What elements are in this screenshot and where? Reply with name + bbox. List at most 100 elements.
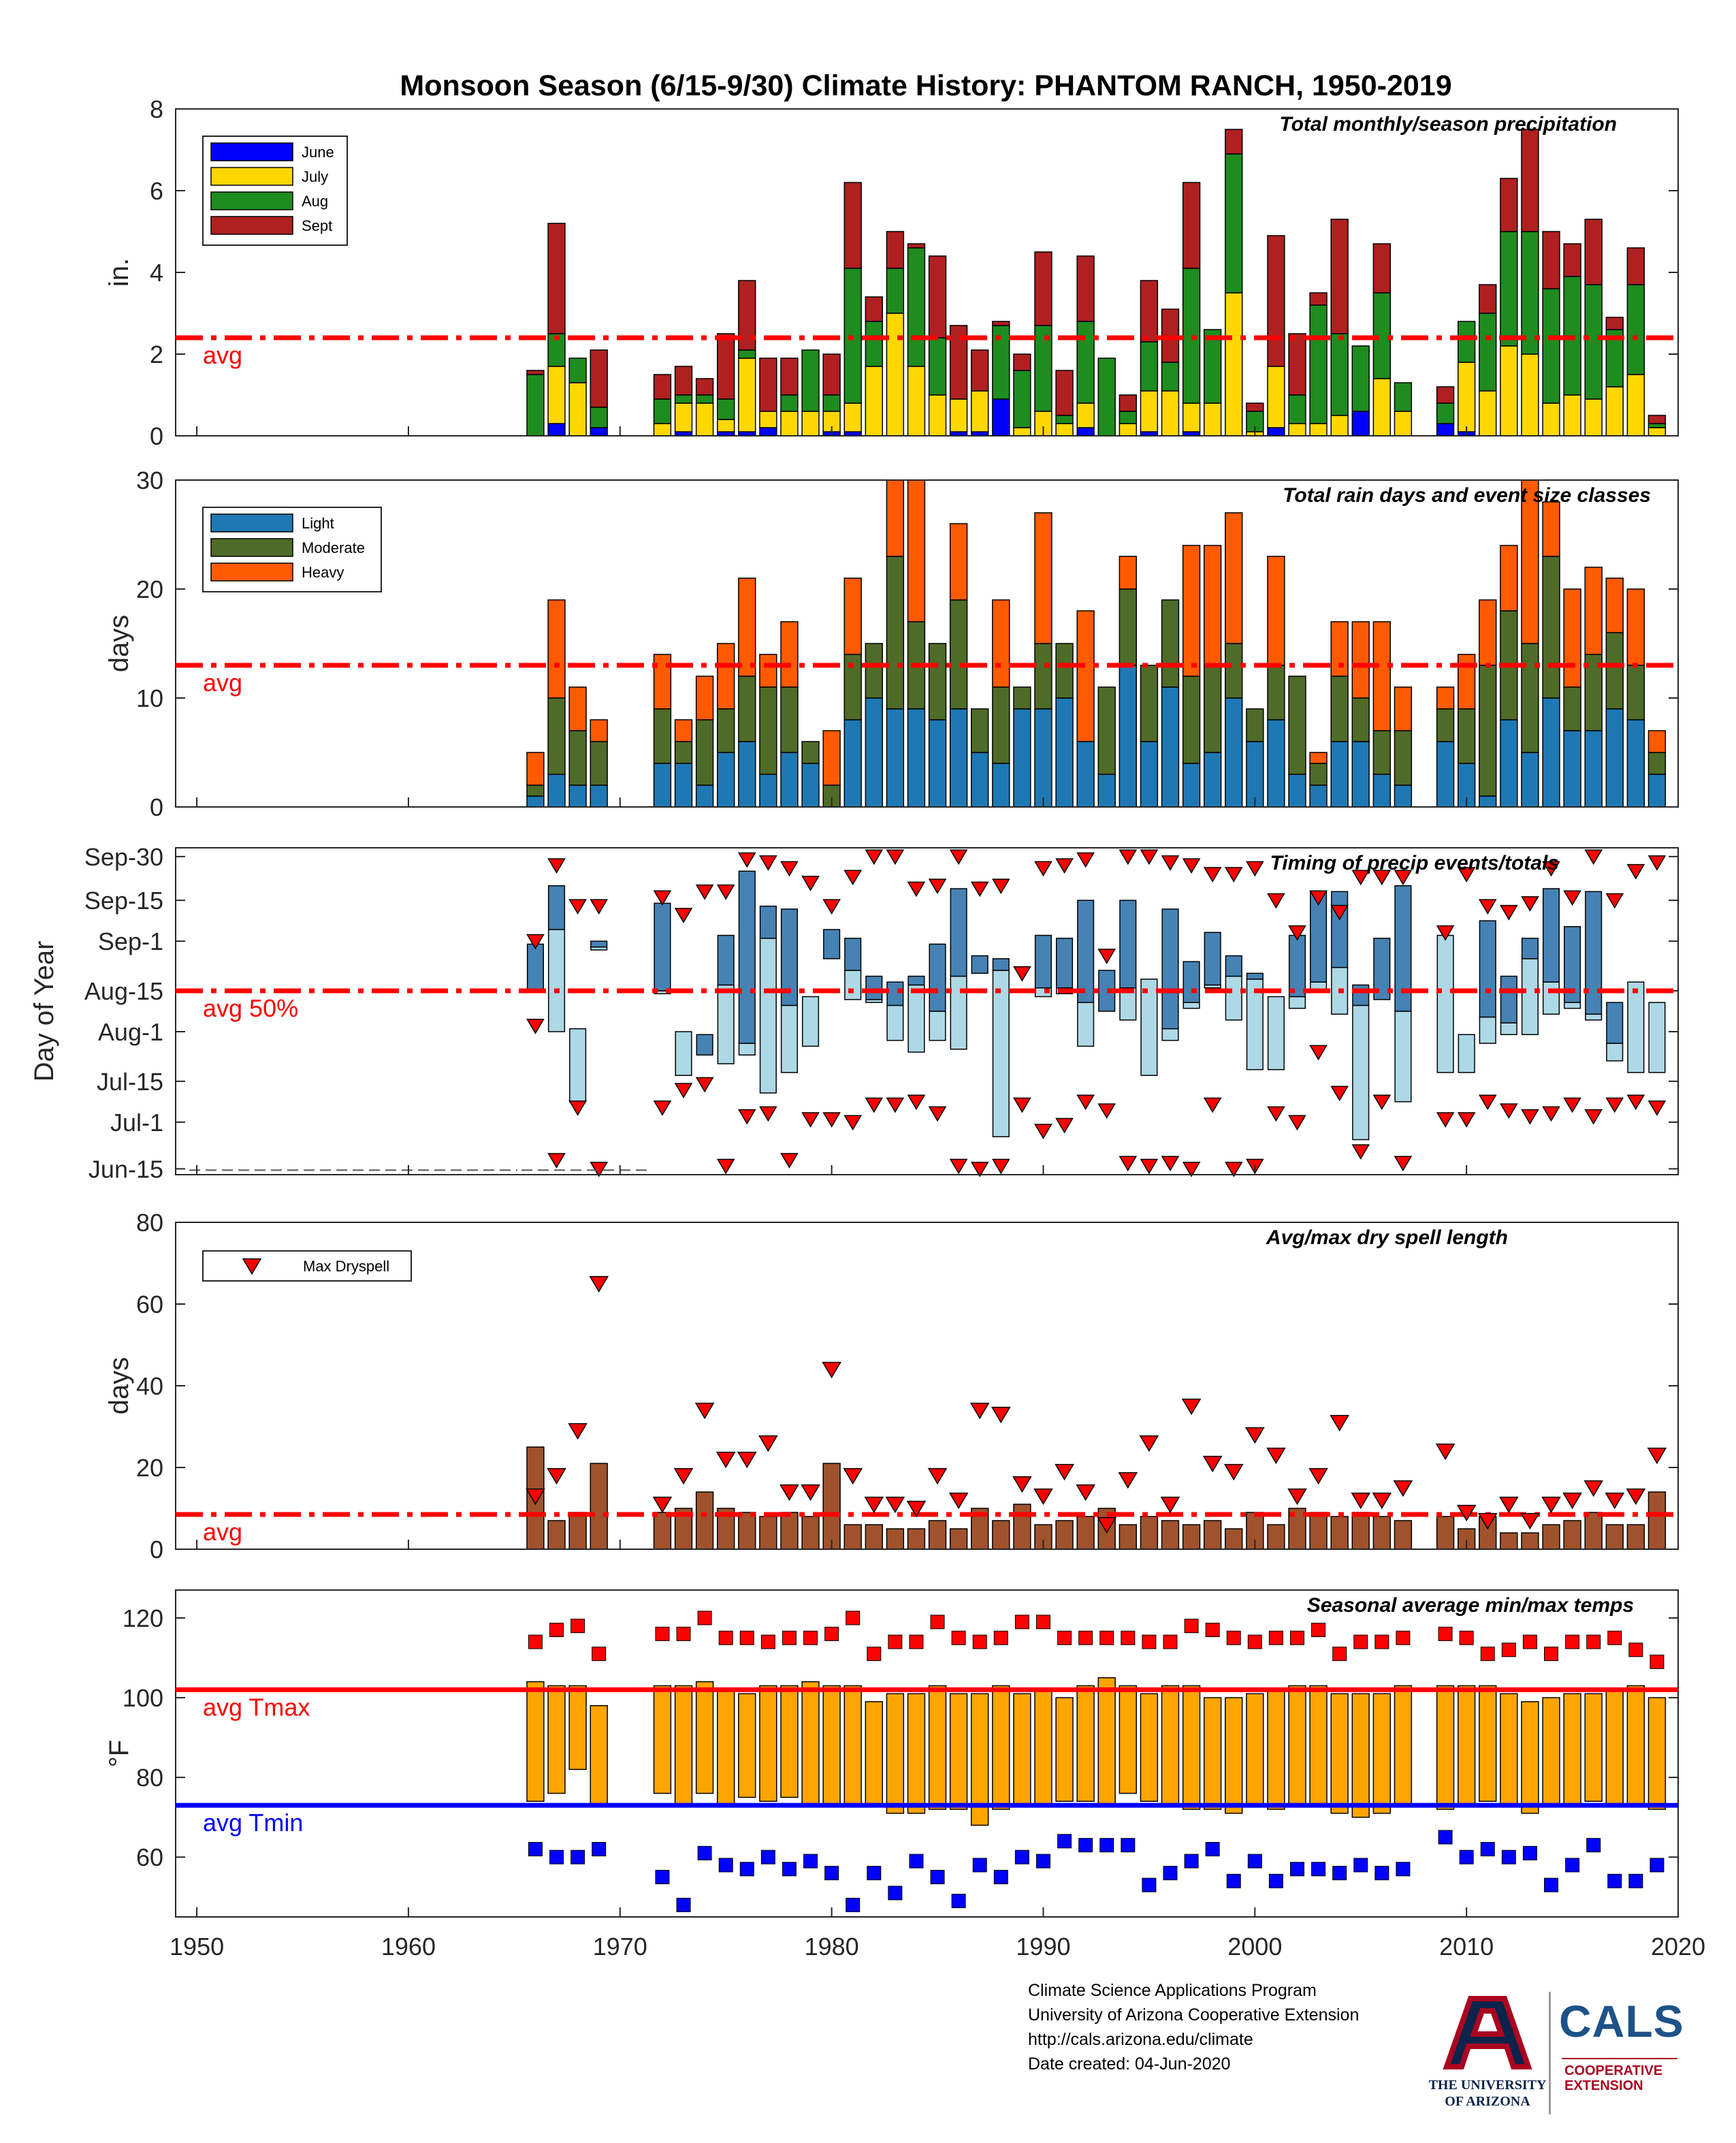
temp-range-bar (1372, 1693, 1392, 1814)
raindays-bar-heavy (759, 654, 777, 688)
raindays-bar-heavy (1647, 730, 1667, 753)
timing-start-marker (1309, 1045, 1328, 1061)
timing-box-upper (1161, 908, 1179, 1030)
raindays-bar-heavy (695, 676, 714, 720)
temp-min-marker (1628, 1873, 1643, 1888)
timing-end-marker (568, 899, 587, 915)
temp-max-marker (1522, 1634, 1537, 1649)
temp-max-marker (1205, 1623, 1220, 1638)
temp-max-marker (760, 1634, 775, 1649)
timing-start-marker (1521, 1109, 1539, 1125)
raindays-bar-moderate (949, 599, 968, 710)
dryspell-avg-bar (1055, 1520, 1074, 1550)
precip-bar-july (907, 366, 926, 436)
raindays-legend-label: Light (302, 515, 334, 532)
precip-bar-aug (1161, 362, 1180, 392)
raindays-bar-moderate (1521, 643, 1539, 753)
dryspell-ytick-label: 40 (136, 1372, 163, 1400)
timing-end-marker (1542, 861, 1560, 877)
temp-min-marker (782, 1862, 797, 1877)
raindays-bar-heavy (1584, 567, 1603, 655)
timing-end-marker (1245, 861, 1264, 877)
raindays-ytick-label: 20 (136, 575, 163, 603)
precip-bar-july (1182, 402, 1201, 432)
dryspell-avg-bar (1584, 1512, 1603, 1550)
dryspell-max-marker (1605, 1492, 1625, 1510)
raindays-bar-moderate (1140, 665, 1159, 742)
university-of-arizona-wordmark: THE UNIVERSITY OF ARIZONA (1409, 2077, 1566, 2110)
precip-bar-sept (1267, 235, 1285, 367)
temp-ytick-label: 60 (136, 1843, 163, 1871)
precip-bar-july (1605, 386, 1624, 436)
timing-box-upper (907, 975, 925, 986)
timing-box-upper (1500, 975, 1517, 1023)
ua-wordmark-line1: THE UNIVERSITY (1428, 2078, 1547, 2093)
timing-box-lower (1648, 1002, 1666, 1073)
temp-min-marker (1184, 1854, 1199, 1869)
timing-start-marker (674, 1083, 693, 1098)
precip-bar-sept (526, 370, 545, 375)
precip-legend-swatch (210, 142, 293, 161)
precip-legend-swatch (210, 167, 293, 186)
precip-bar-sept (1500, 178, 1518, 232)
raindays-bar-moderate (1563, 686, 1581, 731)
temp-max-marker (993, 1630, 1008, 1645)
raindays-bar-moderate (1097, 686, 1116, 775)
dryspell-avg-bar (1267, 1524, 1285, 1550)
temp-range-bar (1225, 1697, 1243, 1814)
timing-end-marker (1013, 966, 1031, 982)
timing-end-marker (1372, 870, 1392, 886)
timing-ylabel: Day of Year (29, 941, 59, 1082)
raindays-bar-light (907, 708, 926, 808)
temp-max-marker (951, 1630, 966, 1645)
timing-box-upper (950, 888, 967, 977)
timing-start-marker (1161, 1156, 1180, 1172)
precip-bar-sept (1542, 231, 1560, 289)
raindays-bar-light (1584, 730, 1603, 808)
timing-box-upper (1585, 891, 1603, 1015)
raindays-legend-swatch (210, 513, 293, 533)
temp-max-marker (528, 1634, 543, 1649)
timing-box-upper (738, 870, 756, 1044)
timing-start-marker (568, 1100, 587, 1116)
temp-max-marker (1057, 1630, 1072, 1645)
precip-bar-aug (738, 349, 756, 359)
raindays-bar-light (949, 708, 968, 808)
raindays-bar-moderate (865, 643, 883, 699)
raindays-bar-light (717, 752, 735, 808)
temp-range-bar (1521, 1701, 1539, 1814)
raindays-bar-heavy (992, 599, 1010, 688)
timing-start-marker (1372, 1094, 1392, 1111)
precip-bar-aug (526, 374, 545, 436)
dryspell-max-marker (694, 1402, 715, 1420)
dryspell-ylabel: days (104, 1357, 134, 1415)
timing-end-marker (991, 878, 1010, 894)
timing-box-upper (823, 929, 841, 959)
timing-end-marker (547, 858, 566, 874)
footer-line-url[interactable]: http://cals.arizona.edu/climate (1028, 2030, 1253, 2049)
temp-range-bar (822, 1685, 841, 1806)
timing-box-upper (1077, 900, 1095, 1003)
temp-min-marker (1459, 1850, 1474, 1864)
raindays-bar-heavy (822, 730, 841, 786)
precip-bar-july (1479, 390, 1497, 436)
precip-bar-aug (695, 394, 714, 404)
precip-bar-july (759, 411, 777, 428)
raindays-bar-heavy (1436, 686, 1455, 710)
raindays-bar-light (1246, 741, 1264, 808)
precip-bar-july (865, 366, 883, 436)
temp-max-marker (1543, 1647, 1558, 1662)
dryspell-max-marker (1012, 1476, 1032, 1493)
timing-end-marker (1605, 893, 1624, 909)
dryspell-panel: 0 20 40 60 80 days avg Max Dryspell Avg/max dry … (104, 1209, 1679, 1563)
temp-range-bar (1394, 1685, 1413, 1806)
raindays-bar-light (1563, 730, 1581, 808)
timing-box-lower (569, 1028, 587, 1102)
dryspell-avg-bar (759, 1516, 777, 1550)
timing-box-lower (907, 984, 925, 1053)
precip-bar-aug (1013, 370, 1031, 428)
precip-bar-june (992, 398, 1010, 436)
temp-min-marker (760, 1850, 775, 1864)
precip-bar-sept (653, 374, 672, 400)
dryspell-max-marker (1097, 1517, 1117, 1534)
